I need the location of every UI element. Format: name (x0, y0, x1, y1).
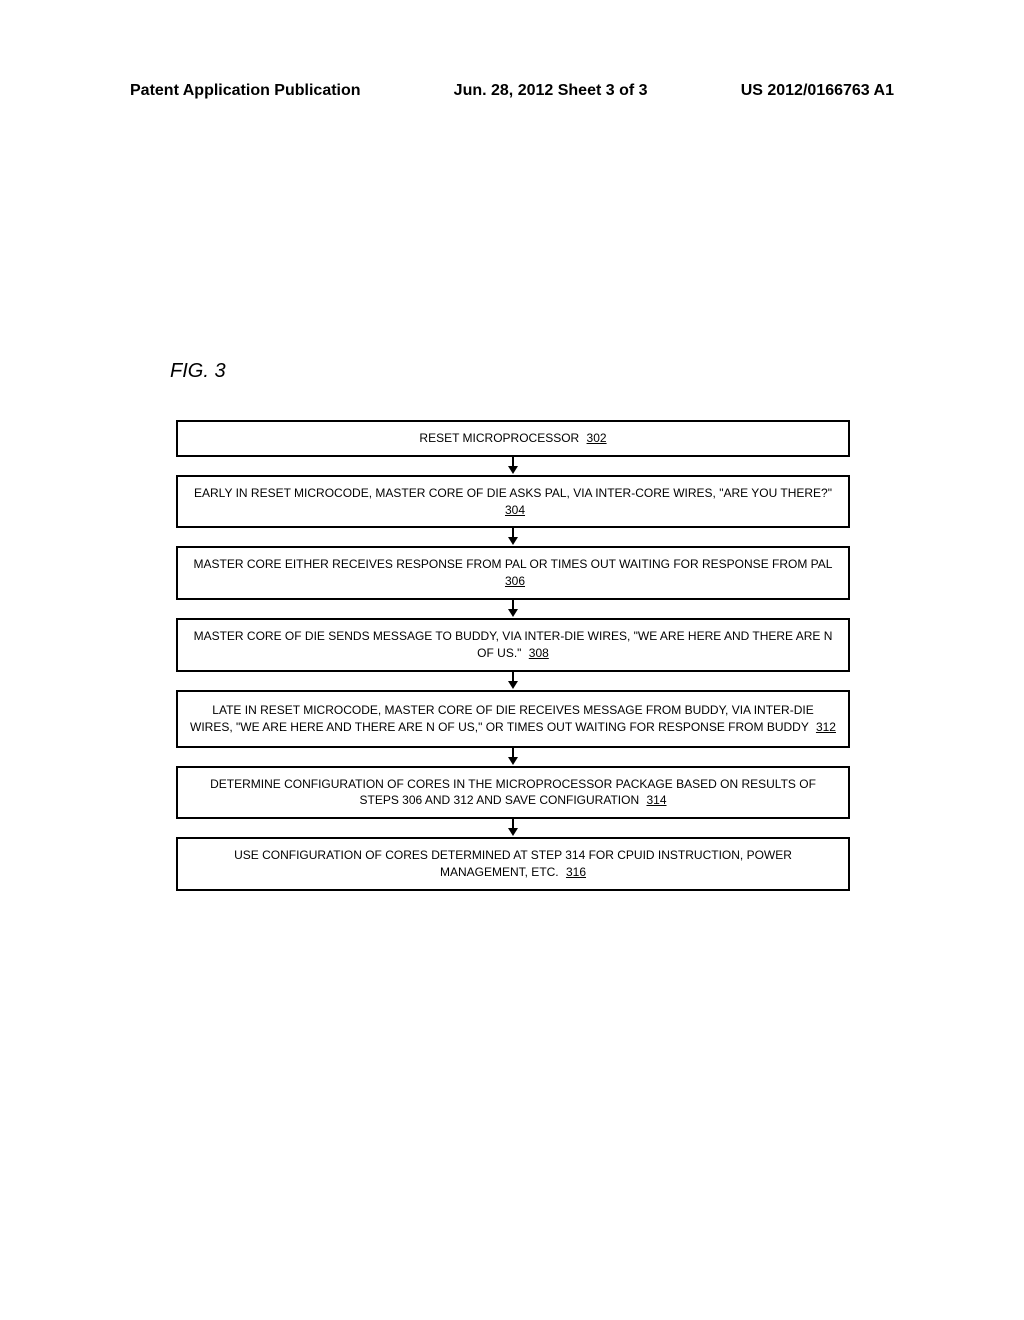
flow-arrow (176, 819, 850, 837)
flow-arrow (176, 457, 850, 475)
flow-arrow (176, 600, 850, 618)
flow-step-308: MASTER CORE OF DIE SENDS MESSAGE TO BUDD… (176, 618, 850, 672)
flow-step-text: MASTER CORE OF DIE SENDS MESSAGE TO BUDD… (190, 628, 836, 662)
flow-step-312: LATE IN RESET MICROCODE, MASTER CORE OF … (176, 690, 850, 748)
flow-step-316: USE CONFIGURATION OF CORES DETERMINED AT… (176, 837, 850, 891)
flow-step-ref: 312 (816, 720, 836, 734)
flow-step-304: EARLY IN RESET MICROCODE, MASTER CORE OF… (176, 475, 850, 529)
header-right-text: US 2012/0166763 A1 (741, 82, 894, 100)
flow-arrow (176, 528, 850, 546)
flow-step-text: EARLY IN RESET MICROCODE, MASTER CORE OF… (190, 485, 836, 519)
flow-step-text: USE CONFIGURATION OF CORES DETERMINED AT… (190, 847, 836, 881)
flow-step-ref: 302 (587, 431, 607, 445)
header-left-text: Patent Application Publication (130, 82, 361, 100)
flow-step-label: LATE IN RESET MICROCODE, MASTER CORE OF … (190, 703, 814, 734)
page-header: Patent Application Publication Jun. 28, … (0, 82, 1024, 100)
flow-step-text: MASTER CORE EITHER RECEIVES RESPONSE FRO… (190, 556, 836, 590)
header-center-text: Jun. 28, 2012 Sheet 3 of 3 (361, 82, 741, 100)
flow-step-ref: 316 (566, 865, 586, 879)
flow-step-text: DETERMINE CONFIGURATION OF CORES IN THE … (190, 776, 836, 810)
flow-step-label: USE CONFIGURATION OF CORES DETERMINED AT… (234, 848, 792, 879)
flow-step-text: LATE IN RESET MICROCODE, MASTER CORE OF … (190, 702, 836, 736)
flow-step-ref: 314 (646, 793, 666, 807)
flow-step-label: RESET MICROPROCESSOR (419, 431, 582, 445)
flow-step-306: MASTER CORE EITHER RECEIVES RESPONSE FRO… (176, 546, 850, 600)
flow-step-ref: 304 (505, 503, 525, 517)
flow-arrow (176, 672, 850, 690)
flow-step-ref: 308 (529, 646, 549, 660)
flow-step-ref: 306 (505, 574, 525, 588)
flow-step-text: RESET MICROPROCESSOR 302 (419, 430, 606, 447)
flow-step-314: DETERMINE CONFIGURATION OF CORES IN THE … (176, 766, 850, 820)
flow-step-label: EARLY IN RESET MICROCODE, MASTER CORE OF… (194, 486, 832, 500)
figure-label: FIG. 3 (170, 360, 226, 383)
flow-step-label: MASTER CORE OF DIE SENDS MESSAGE TO BUDD… (194, 629, 833, 660)
flow-step-label: DETERMINE CONFIGURATION OF CORES IN THE … (210, 777, 816, 808)
flow-step-302: RESET MICROPROCESSOR 302 (176, 420, 850, 457)
flowchart-container: RESET MICROPROCESSOR 302 EARLY IN RESET M… (176, 420, 850, 891)
flow-arrow (176, 748, 850, 766)
flow-step-label: MASTER CORE EITHER RECEIVES RESPONSE FRO… (194, 557, 833, 571)
